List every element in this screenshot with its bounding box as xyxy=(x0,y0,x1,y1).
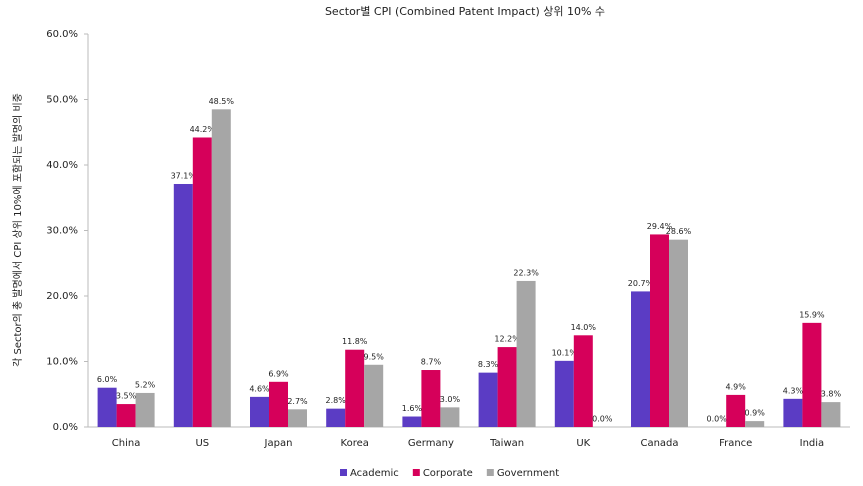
bar xyxy=(669,239,688,427)
bar xyxy=(288,409,307,427)
legend-swatch xyxy=(340,469,347,476)
bar xyxy=(135,392,155,427)
x-tick-label: France xyxy=(719,438,752,449)
value-label: 3.0% xyxy=(440,395,461,404)
legend-label: Corporate xyxy=(423,468,473,479)
bar xyxy=(345,349,365,427)
value-label: 4.3% xyxy=(783,386,804,395)
x-tick-label: Germany xyxy=(408,438,454,449)
bar xyxy=(364,364,384,427)
value-label: 9.5% xyxy=(364,352,385,361)
value-label: 1.6% xyxy=(402,404,423,413)
x-tick-label: India xyxy=(800,438,825,449)
bar xyxy=(269,381,288,427)
bar xyxy=(802,322,822,427)
y-tick-label: 30.0% xyxy=(46,226,78,237)
bar xyxy=(97,387,117,427)
bar xyxy=(821,402,841,427)
value-label: 8.7% xyxy=(421,358,442,367)
value-label: 37.1% xyxy=(171,171,197,180)
bar xyxy=(497,347,517,427)
x-tick-label: Korea xyxy=(341,438,369,449)
legend-label: Academic xyxy=(350,468,399,479)
bar xyxy=(650,234,669,427)
value-label: 3.5% xyxy=(116,392,137,401)
bar xyxy=(440,407,460,427)
x-tick-label: Taiwan xyxy=(489,438,524,449)
value-label: 11.8% xyxy=(342,337,368,346)
value-label: 6.0% xyxy=(97,375,118,384)
x-tick-label: US xyxy=(195,438,209,449)
value-label: 0.0% xyxy=(592,415,613,424)
x-tick-label: UK xyxy=(576,438,590,449)
x-tick-label: Canada xyxy=(640,438,678,449)
y-tick-label: 0.0% xyxy=(53,422,78,433)
bar xyxy=(192,137,212,428)
y-tick-label: 60.0% xyxy=(46,29,78,40)
value-label: 20.7% xyxy=(628,279,654,288)
x-tick-label: China xyxy=(112,438,141,449)
bar xyxy=(402,416,422,427)
value-label: 28.6% xyxy=(666,227,692,236)
value-label: 0.0% xyxy=(707,415,728,424)
value-label: 48.5% xyxy=(209,97,235,106)
value-label: 22.3% xyxy=(513,268,539,277)
value-label: 6.9% xyxy=(268,369,289,378)
bar xyxy=(573,335,593,427)
y-axis-title: 각 Sector의 총 발명에서 CPI 상위 10%에 포함되는 발명의 비중 xyxy=(11,93,24,367)
value-label: 2.8% xyxy=(326,396,347,405)
bar xyxy=(478,372,498,427)
value-label: 10.1% xyxy=(552,348,578,357)
value-label: 0.9% xyxy=(745,409,766,418)
bar xyxy=(173,183,193,427)
value-label: 4.9% xyxy=(726,382,747,391)
value-label: 15.9% xyxy=(799,310,825,319)
value-label: 8.3% xyxy=(478,360,499,369)
bar xyxy=(745,421,765,427)
y-tick-label: 50.0% xyxy=(46,95,78,106)
y-tick-label: 40.0% xyxy=(46,160,78,171)
chart-title: Sector별 CPI (Combined Patent Impact) 상위 … xyxy=(325,5,605,18)
bar xyxy=(516,280,536,427)
legend-swatch xyxy=(486,469,494,476)
legend-label: Government xyxy=(497,468,559,479)
bar xyxy=(116,404,136,427)
bar xyxy=(783,398,803,427)
value-label: 29.4% xyxy=(647,222,673,231)
value-label: 44.2% xyxy=(190,125,216,134)
bar xyxy=(554,360,574,427)
x-tick-label: Japan xyxy=(264,438,293,449)
bar xyxy=(326,408,346,427)
bar xyxy=(421,370,441,427)
bar xyxy=(250,396,269,427)
bar xyxy=(726,394,746,427)
value-label: 12.2% xyxy=(494,335,520,344)
value-label: 3.8% xyxy=(821,390,842,399)
y-tick-label: 10.0% xyxy=(46,357,78,368)
value-label: 14.0% xyxy=(571,323,597,332)
value-label: 2.7% xyxy=(287,397,308,406)
y-tick-label: 20.0% xyxy=(46,291,78,302)
bar xyxy=(631,291,650,427)
legend-swatch xyxy=(412,469,420,476)
bar xyxy=(211,109,231,427)
value-label: 5.2% xyxy=(135,380,156,389)
value-label: 4.6% xyxy=(249,384,270,393)
